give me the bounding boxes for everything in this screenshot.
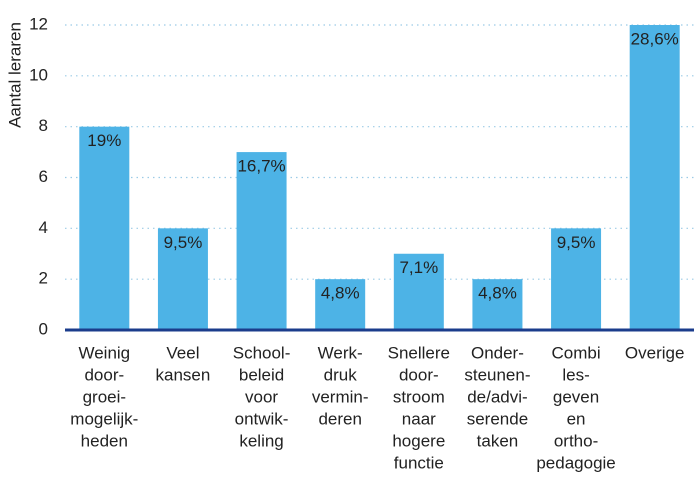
x-tick-label: vermin- (312, 387, 369, 406)
bar (472, 279, 523, 330)
x-tick-label: steunen- (464, 365, 530, 384)
value-label: 28,6% (631, 29, 679, 48)
x-tick-label: Onder- (471, 343, 524, 362)
value-label: 9,5% (164, 233, 203, 252)
y-tick-label: 8 (39, 116, 48, 135)
x-tick-label: serende (467, 409, 528, 428)
value-label: 16,7% (237, 157, 285, 176)
x-tick-label: naar (402, 409, 436, 428)
bar (236, 152, 287, 330)
x-tick-label: Veel (166, 343, 199, 362)
x-tick-label: kansen (156, 365, 211, 384)
x-tick-label: pedagogie (536, 453, 615, 472)
x-tick-label: les- (562, 365, 589, 384)
y-tick-label: 0 (39, 319, 48, 338)
y-tick-label: 10 (29, 65, 48, 84)
x-tick-label: Werk- (318, 343, 363, 362)
x-tick-label: door- (84, 365, 124, 384)
x-tick-label: Weinig (78, 343, 130, 362)
value-label: 9,5% (557, 233, 596, 252)
y-tick-label: 4 (39, 218, 48, 237)
x-tick-label: groei- (83, 387, 126, 406)
x-tick-label: geven (553, 387, 599, 406)
x-tick-label: hogere (392, 431, 445, 450)
x-tick-label: beleid (239, 365, 284, 384)
x-tick-label: keling (239, 431, 283, 450)
x-tick-label: Overige (625, 343, 685, 362)
x-tick-label: ortho- (554, 431, 598, 450)
y-tick-label: 2 (39, 269, 48, 288)
bar (629, 25, 680, 330)
x-tick-label: taken (477, 431, 519, 450)
bar (315, 279, 366, 330)
x-tick-label: Combi (552, 343, 601, 362)
x-tick-label: School- (233, 343, 291, 362)
bar (393, 253, 444, 330)
x-tick-label: Snellere (388, 343, 450, 362)
x-tick-label: voor (245, 387, 278, 406)
value-label: 4,8% (321, 284, 360, 303)
x-tick-label: ontwik- (235, 409, 289, 428)
value-label: 7,1% (399, 258, 438, 277)
bar (79, 126, 130, 331)
bar (551, 228, 602, 330)
x-tick-label: heden (81, 431, 128, 450)
x-tick-label: deren (318, 409, 361, 428)
x-tick-label: functie (394, 453, 444, 472)
x-tick-label: mogelijk- (70, 409, 138, 428)
x-tick-label: stroom (393, 387, 445, 406)
x-tick-label: en (567, 409, 586, 428)
y-tick-label: 6 (39, 167, 48, 186)
bar (157, 228, 208, 330)
x-tick-label: druk (324, 365, 358, 384)
value-label: 4,8% (478, 284, 517, 303)
value-label: 19% (87, 131, 121, 150)
x-tick-label: de/advi- (467, 387, 527, 406)
x-tick-label: door- (399, 365, 439, 384)
y-axis-label: Aantal leraren (5, 22, 24, 128)
y-tick-label: 12 (29, 14, 48, 33)
